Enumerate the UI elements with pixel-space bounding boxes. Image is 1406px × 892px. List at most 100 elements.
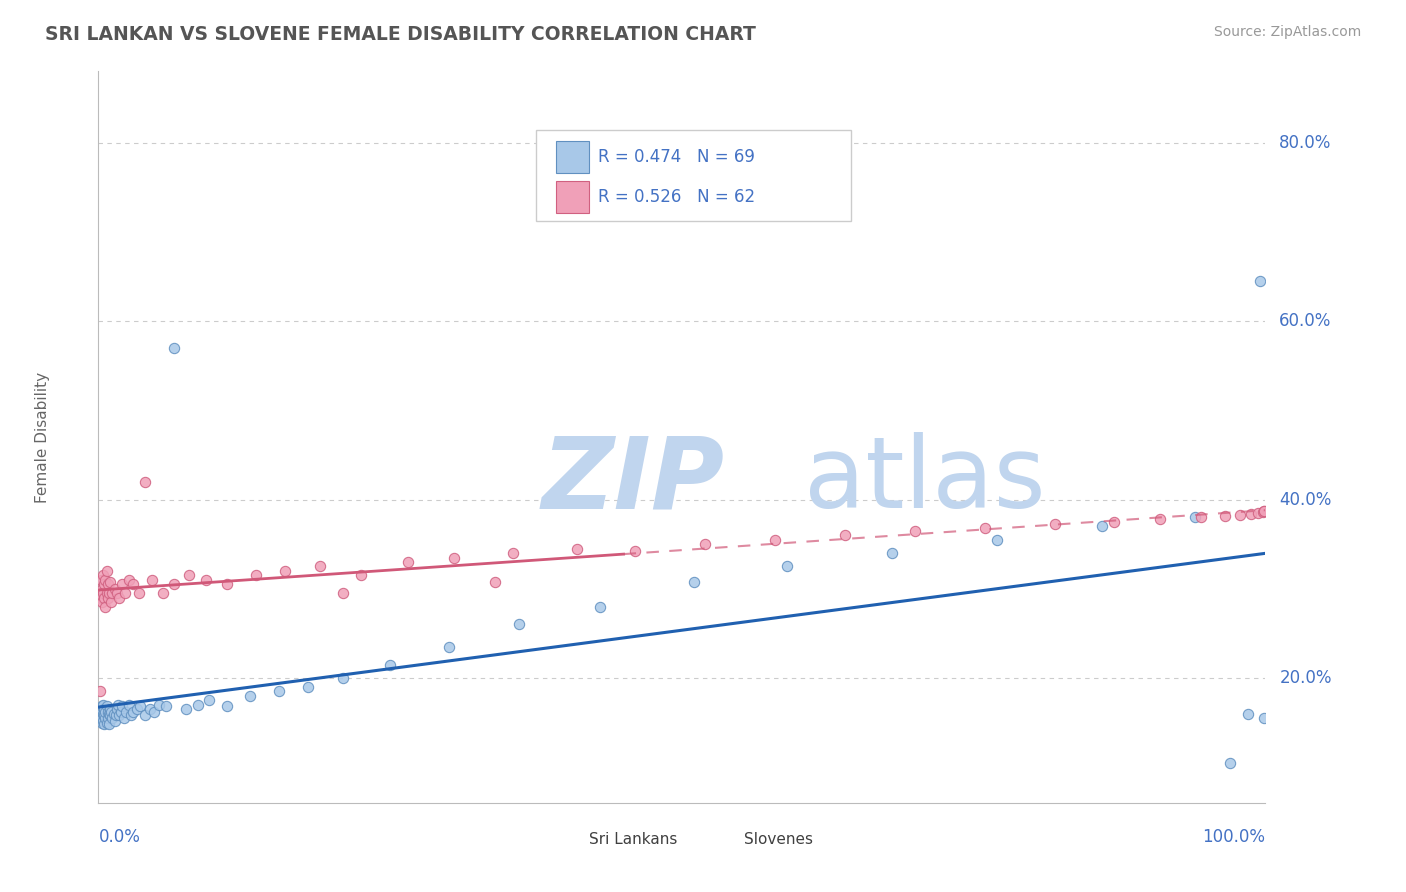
Point [332,671,354,685]
Point [380,657,402,672]
Point [1253,504,1275,518]
Point [565,541,588,556]
Point [107,698,129,712]
Text: 40.0%: 40.0% [1279,491,1331,508]
Point [1247,506,1270,520]
Point [89,684,111,698]
Point [695,537,717,551]
Point [163,341,186,355]
Point [443,550,465,565]
Point [122,705,145,719]
Point [94,599,117,614]
Text: SRI LANKAN VS SLOVENE FEMALE DISABILITY CORRELATION CHART: SRI LANKAN VS SLOVENE FEMALE DISABILITY … [45,25,756,44]
Point [89,586,111,600]
Point [110,705,132,719]
Point [98,574,121,589]
Point [309,559,332,574]
Text: R = 0.474   N = 69: R = 0.474 N = 69 [598,148,755,166]
Point [1253,711,1275,725]
Point [97,717,120,731]
Point [1237,706,1260,721]
FancyBboxPatch shape [536,130,851,221]
Text: Source: ZipAtlas.com: Source: ZipAtlas.com [1213,25,1361,39]
Point [104,714,127,728]
Point [89,708,111,723]
Point [269,684,291,698]
Point [589,599,612,614]
Point [141,573,163,587]
Point [90,591,112,605]
Text: 0.0%: 0.0% [98,828,141,846]
Point [93,591,115,605]
Point [122,577,145,591]
Point [1149,512,1171,526]
Text: 100.0%: 100.0% [1202,828,1265,846]
Point [97,705,120,719]
Point [974,521,997,535]
Point [90,702,112,716]
Point [94,711,117,725]
Point [90,711,112,725]
Point [114,586,136,600]
Point [90,582,112,596]
Point [97,711,120,725]
Point [163,577,186,591]
Point [128,586,150,600]
Point [215,699,238,714]
Point [105,702,128,716]
Text: ZIP: ZIP [541,433,725,530]
Point [97,591,120,605]
Text: atlas: atlas [804,433,1046,530]
Point [96,564,118,578]
Point [1189,510,1212,524]
Bar [560,830,582,848]
Point [93,702,115,716]
Point [98,708,121,723]
Point [120,708,142,723]
Point [115,705,138,719]
Point [1102,515,1125,529]
Text: 20.0%: 20.0% [1279,669,1331,687]
Point [91,698,114,712]
Point [1240,507,1263,521]
Point [134,475,156,489]
Text: Sri Lankans: Sri Lankans [589,832,676,847]
Point [986,533,1008,547]
Point [91,586,114,600]
Point [97,706,120,721]
Point [763,533,786,547]
Point [129,699,152,714]
Point [834,528,856,542]
Point [187,698,209,712]
Point [880,546,903,560]
Point [1249,274,1271,288]
Point [90,711,112,725]
Point [274,564,297,578]
Point [108,708,131,723]
Point [98,702,121,716]
Text: 60.0%: 60.0% [1279,312,1331,330]
Point [90,699,112,714]
Text: 80.0%: 80.0% [1279,134,1331,152]
Point [682,574,704,589]
Point [111,577,134,591]
Point [97,586,120,600]
Point [90,595,112,609]
Point [105,586,128,600]
Point [1184,510,1206,524]
Point [104,708,127,723]
Point [332,586,354,600]
Point [437,640,460,654]
Point [94,573,117,587]
Point [93,577,115,591]
Point [91,714,114,728]
Point [508,617,530,632]
Point [104,582,127,596]
Point [96,715,118,730]
Point [125,702,148,716]
Point [94,705,117,719]
Text: Female Disability: Female Disability [35,371,49,503]
Point [148,698,170,712]
Point [97,577,120,591]
Point [179,568,201,582]
